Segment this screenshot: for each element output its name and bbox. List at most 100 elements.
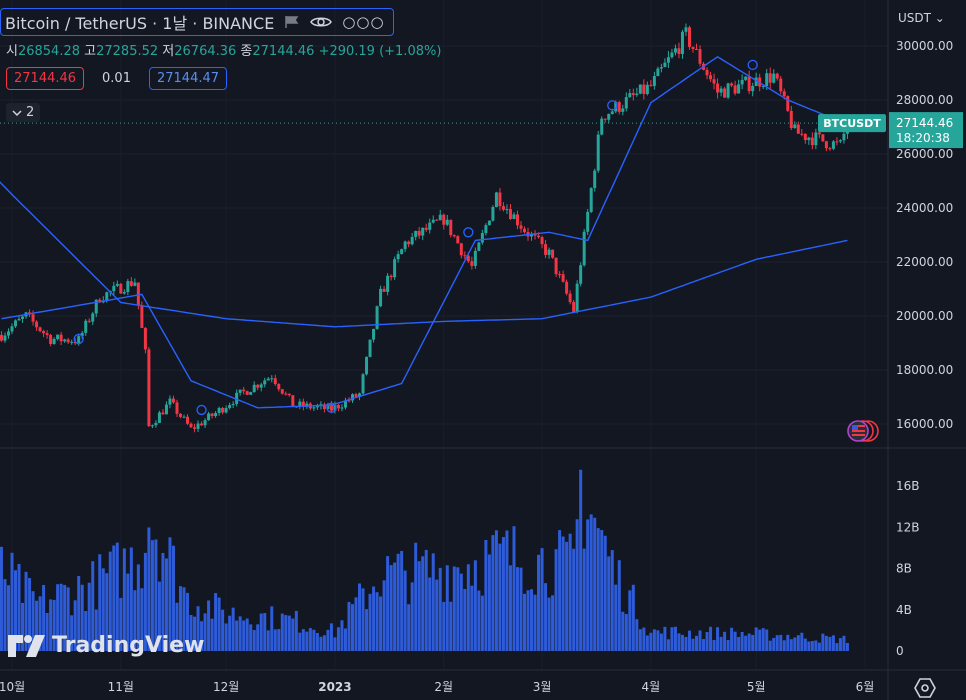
volume-bar (480, 595, 484, 651)
moving-average-line (1, 55, 848, 409)
volume-bar (737, 637, 741, 651)
volume-bar (554, 549, 558, 651)
volume-bar (782, 640, 786, 651)
volume-bar (835, 643, 839, 651)
candle-body (263, 380, 267, 385)
volume-bar (617, 560, 621, 651)
indicators-toggle[interactable]: 2 (6, 103, 41, 122)
buy-price-button[interactable]: 27144.47 (148, 67, 228, 90)
candle-body (259, 384, 263, 388)
volume-bar (143, 552, 147, 651)
candle-body (624, 97, 628, 109)
volume-bar (726, 640, 730, 651)
volume-bar (217, 597, 221, 651)
candle-body (280, 389, 284, 394)
low-value: 26764.36 (174, 44, 237, 59)
candle-body (164, 404, 168, 415)
volume-bar (266, 630, 270, 651)
volume-bar (607, 556, 611, 651)
candle-body (186, 416, 190, 424)
candle-body (421, 227, 425, 236)
volume-bar (273, 629, 277, 651)
candle-body (445, 219, 449, 225)
volume-bar (565, 541, 569, 651)
volume-bar (733, 631, 737, 651)
candle-body (347, 400, 351, 402)
candle-body (533, 234, 537, 236)
volume-bar (463, 589, 467, 651)
candle-body (340, 407, 344, 409)
volume-bar (828, 636, 832, 651)
candle-body (312, 407, 316, 409)
volume-bar (487, 554, 491, 651)
candle-body (747, 76, 751, 92)
currency-selector[interactable]: USDT ⌄ (898, 11, 945, 25)
volume-bar (635, 619, 639, 651)
candle-body (466, 255, 470, 262)
volume-bar (322, 635, 326, 651)
volume-bar (343, 628, 347, 651)
volume-bar (709, 626, 713, 651)
volume-bar (38, 596, 42, 651)
volume-bar (477, 590, 481, 651)
candle-body (193, 427, 197, 429)
candle-body (737, 84, 741, 94)
volume-bar (414, 542, 418, 651)
flag-icon[interactable] (284, 15, 300, 29)
more-options-icon[interactable]: ○○○ (342, 13, 385, 31)
candle-body (487, 220, 491, 226)
candle-body (94, 299, 98, 314)
symbol-title[interactable]: Bitcoin / TetherUS · 1날 · BINANCE (5, 14, 275, 33)
high-key: 고 (84, 44, 97, 59)
candle-body (354, 394, 358, 397)
time-tick-label: 6월 (856, 680, 875, 694)
candle-body (765, 73, 769, 86)
event-marker-icon (196, 404, 207, 416)
volume-bar (695, 635, 699, 651)
candle-body (649, 84, 653, 86)
volume-tick-label: 0 (896, 644, 904, 658)
sell-price-button[interactable]: 27144.46 (6, 67, 85, 90)
candle-body (498, 192, 502, 207)
volume-bar (115, 542, 119, 651)
candle-body (350, 394, 354, 401)
settings-icon[interactable] (914, 678, 936, 698)
eye-icon[interactable] (310, 15, 333, 29)
candle-body (161, 412, 165, 415)
candle-body (410, 236, 414, 245)
candle-body (824, 141, 828, 149)
price-tick-label: 20000.00 (896, 309, 953, 323)
candle-body (393, 259, 397, 278)
symbol-box[interactable]: Bitcoin / TetherUS · 1날 · BINANCE ○○○ (0, 8, 394, 36)
candle-body (470, 261, 474, 266)
candle-body (375, 306, 379, 329)
candle-body (210, 413, 214, 417)
chart-header: Bitcoin / TetherUS · 1날 · BINANCE ○○○ (0, 8, 394, 36)
volume-bar (691, 638, 695, 651)
candle-body (214, 412, 218, 417)
candle-body (150, 425, 154, 427)
volume-bar (786, 634, 790, 651)
volume-bar (561, 536, 565, 651)
volume-tick-label: 4B (896, 603, 912, 617)
us-flag-icon (852, 425, 858, 430)
candle-body (491, 207, 495, 221)
time-tick-label: 12월 (213, 680, 239, 694)
volume-bar (140, 588, 144, 651)
candle-body (547, 249, 551, 255)
volume-bar (702, 639, 706, 651)
volume-bar (171, 545, 175, 651)
candle-body (596, 134, 600, 171)
volume-bar (270, 606, 274, 651)
candle-body (477, 242, 481, 251)
candle-body (17, 318, 21, 321)
volume-bar (800, 632, 804, 651)
candle-body (663, 62, 667, 68)
candle-body (586, 211, 590, 232)
volume-bar (603, 535, 607, 651)
volume-bar (45, 612, 49, 651)
moving-average-line (0, 181, 848, 328)
volume-bar (21, 602, 25, 651)
volume-bar (6, 585, 10, 651)
